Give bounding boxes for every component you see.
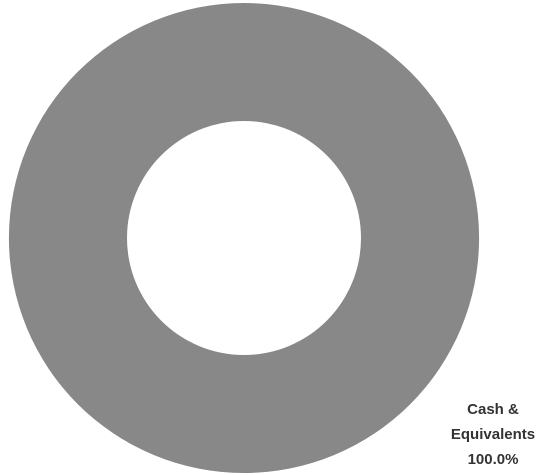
slice-label: Cash & Equivalents 100.0% [438, 397, 548, 472]
donut-slice [8, 2, 480, 474]
slice-value: 100.0% [467, 451, 519, 468]
slice-name: Cash & Equivalents [450, 401, 536, 443]
